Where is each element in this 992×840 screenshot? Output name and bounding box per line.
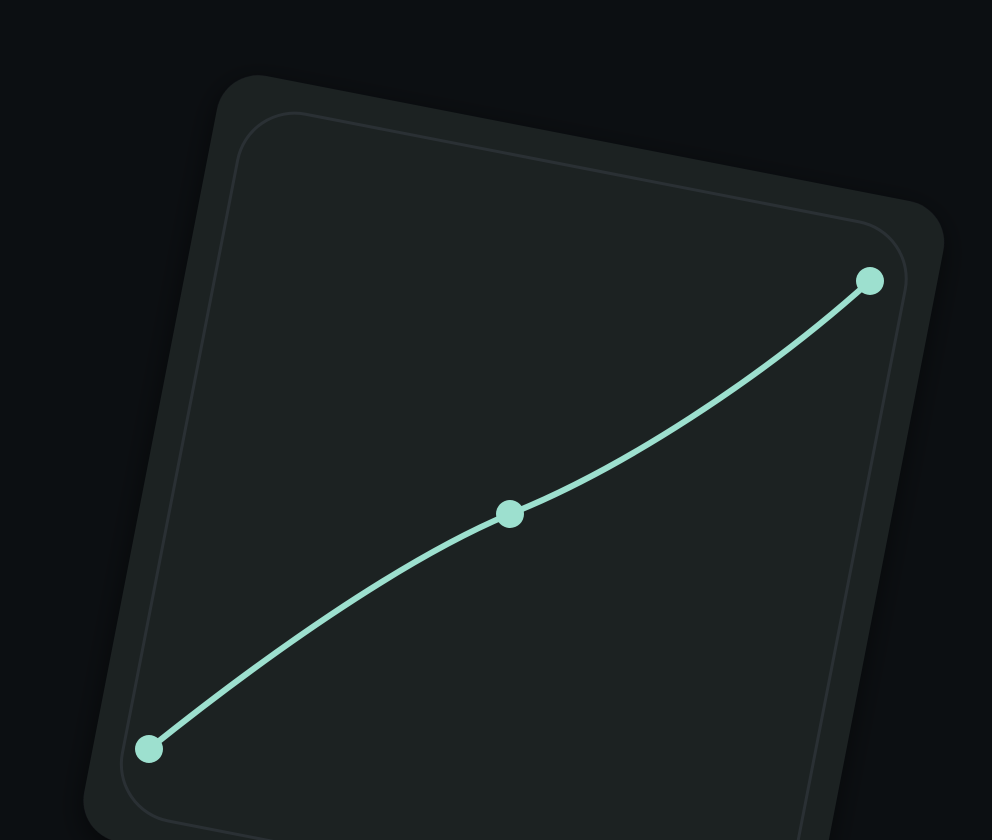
- curve-handle[interactable]: [496, 500, 524, 528]
- curve-handle[interactable]: [856, 267, 884, 295]
- card: [83, 75, 945, 840]
- curve-handle[interactable]: [135, 735, 163, 763]
- card-inner-border: [119, 111, 908, 840]
